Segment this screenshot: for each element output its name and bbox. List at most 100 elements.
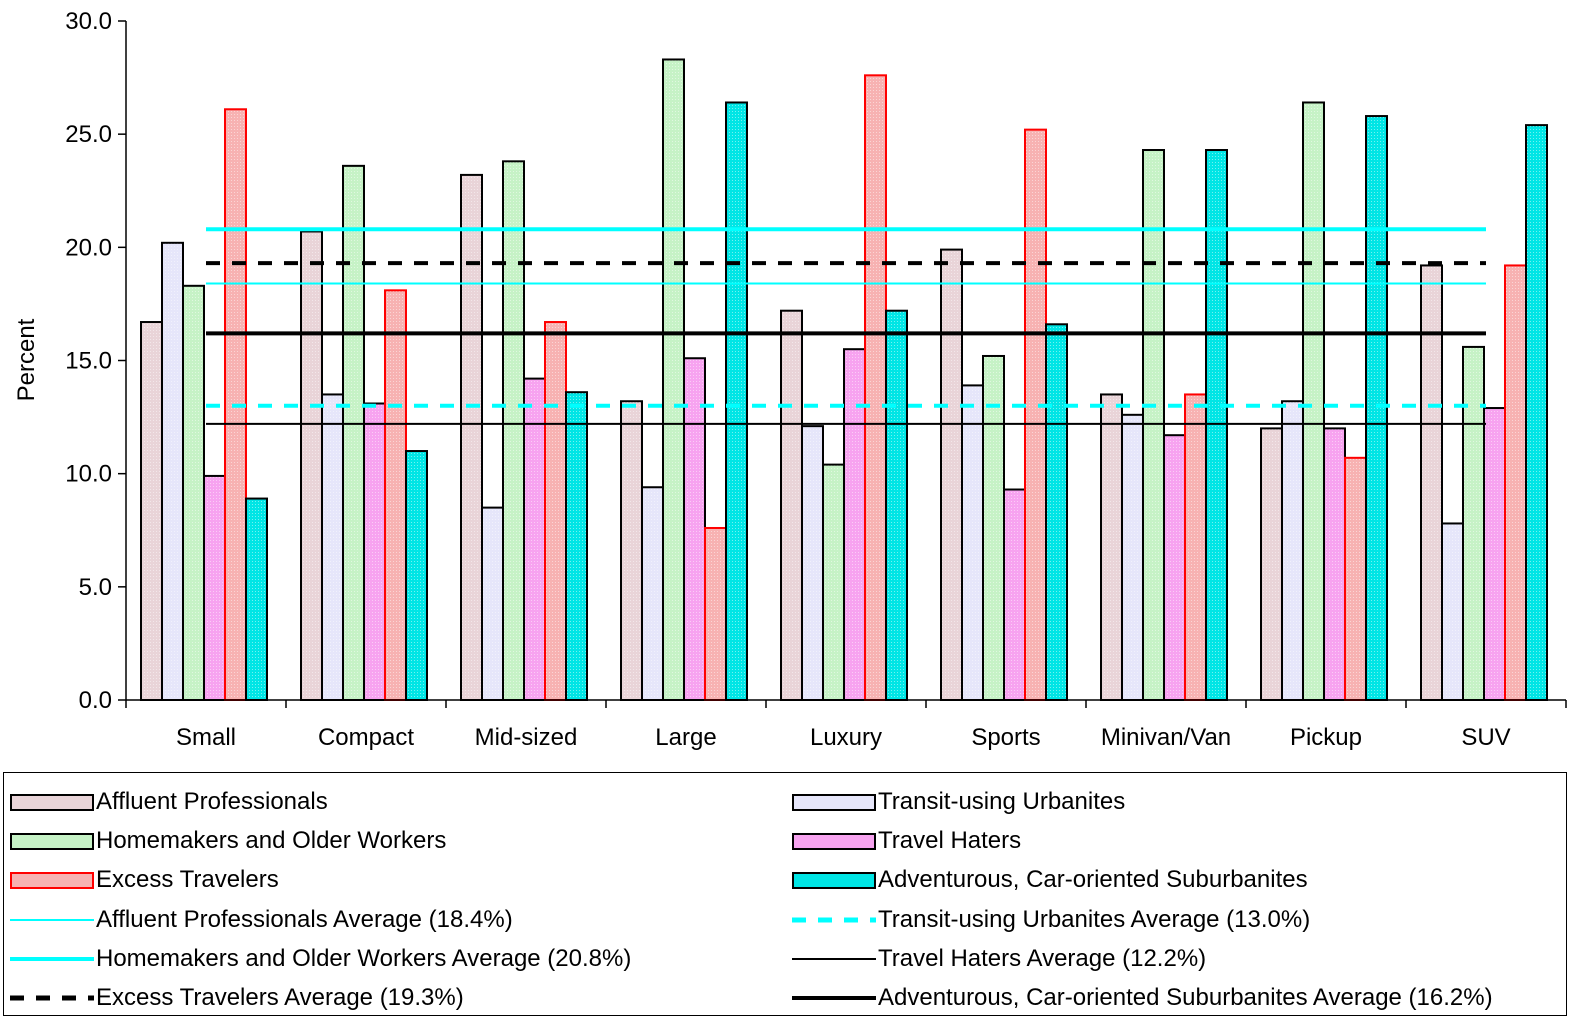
y-tick-label: 20.0 bbox=[65, 234, 112, 261]
bar bbox=[182, 284, 205, 701]
legend-item: Transit-using Urbanites Average (13.0%) bbox=[792, 905, 1310, 935]
legend-label: Transit-using Urbanites Average (13.0%) bbox=[878, 905, 1311, 933]
bar bbox=[885, 309, 908, 701]
bar bbox=[565, 391, 588, 701]
bar bbox=[801, 425, 824, 701]
legend-swatch bbox=[792, 869, 876, 891]
legend-label: Homemakers and Older Workers bbox=[96, 827, 447, 855]
legend-item: Transit-using Urbanites bbox=[792, 787, 1125, 817]
legend-label: Adventurous, Car-oriented Suburbanites bbox=[878, 866, 1308, 894]
x-tick-label: Mid-sized bbox=[475, 724, 578, 751]
bar bbox=[1045, 323, 1068, 701]
bar bbox=[704, 526, 727, 702]
bar-chart: 0.0 5.0 10.0 15.0 20.0 25.0 30.0 Small Compact Mi… bbox=[13, 8, 1567, 751]
bar bbox=[1260, 427, 1283, 701]
bar bbox=[940, 248, 963, 701]
legend-label: Homemakers and Older Workers Average (20… bbox=[96, 944, 632, 972]
legend: Affluent Professionals Transit-using Urba… bbox=[3, 772, 1567, 1016]
legend-item: Affluent Professionals bbox=[10, 787, 328, 817]
bar bbox=[725, 101, 748, 702]
y-tick-label: 0.0 bbox=[79, 687, 112, 714]
bar bbox=[544, 321, 567, 701]
legend-swatch bbox=[10, 909, 94, 931]
legend-item: Excess Travelers Average (19.3%) bbox=[10, 983, 464, 1013]
bar bbox=[982, 354, 1005, 701]
bar bbox=[1483, 407, 1506, 701]
x-tick-label: SUV bbox=[1461, 724, 1510, 751]
x-tick-label: Minivan/Van bbox=[1101, 724, 1231, 751]
legend-item: Travel Haters bbox=[792, 826, 1021, 856]
bar bbox=[1462, 345, 1485, 701]
legend-label: Affluent Professionals Average (18.4%) bbox=[96, 905, 513, 933]
bar bbox=[140, 321, 163, 701]
bar bbox=[620, 400, 643, 701]
bar bbox=[1142, 149, 1165, 701]
bar bbox=[1525, 124, 1548, 701]
legend-item: Affluent Professionals Average (18.4%) bbox=[10, 905, 513, 935]
x-tick-label: Sports bbox=[971, 724, 1040, 751]
legend-item: Travel Haters Average (12.2%) bbox=[792, 944, 1206, 974]
legend-swatch bbox=[10, 869, 94, 891]
bar bbox=[822, 463, 845, 702]
legend-swatch bbox=[792, 791, 876, 813]
legend-swatch bbox=[792, 830, 876, 852]
y-tick-label: 5.0 bbox=[79, 574, 112, 601]
bar bbox=[1323, 427, 1346, 701]
bar bbox=[662, 58, 685, 701]
legend-item: Homemakers and Older Workers Average (20… bbox=[10, 944, 631, 974]
legend-swatch bbox=[792, 987, 876, 1009]
legend-swatch bbox=[10, 987, 94, 1009]
x-tick-label: Luxury bbox=[810, 724, 882, 751]
legend-item: Homemakers and Older Workers bbox=[10, 826, 446, 856]
bar bbox=[1281, 400, 1304, 701]
legend-label: Excess Travelers Average (19.3%) bbox=[96, 984, 464, 1011]
legend-item: Adventurous, Car-oriented Suburbanites A… bbox=[792, 983, 1493, 1013]
bar bbox=[405, 450, 428, 701]
bar bbox=[780, 309, 803, 701]
bar bbox=[641, 486, 664, 701]
bar bbox=[1441, 522, 1464, 702]
x-tick-label: Small bbox=[176, 724, 236, 751]
bar bbox=[384, 289, 407, 701]
bar bbox=[502, 160, 525, 701]
bar bbox=[321, 393, 344, 701]
bar bbox=[1420, 264, 1443, 701]
bar bbox=[1205, 149, 1228, 701]
bar bbox=[1344, 456, 1367, 701]
legend-item: Adventurous, Car-oriented Suburbanites bbox=[792, 865, 1308, 895]
x-tick-label: Pickup bbox=[1290, 724, 1362, 751]
bar bbox=[460, 173, 483, 701]
legend-swatch bbox=[10, 791, 94, 813]
bar bbox=[1184, 393, 1207, 701]
x-tick-label: Compact bbox=[318, 724, 414, 751]
bar bbox=[683, 357, 706, 701]
y-tick-label: 15.0 bbox=[65, 348, 112, 375]
bar bbox=[1302, 101, 1325, 702]
bar bbox=[1024, 128, 1047, 701]
bar bbox=[1003, 488, 1026, 702]
legend-swatch bbox=[792, 909, 876, 931]
bar bbox=[961, 384, 984, 701]
y-tick-label: 30.0 bbox=[65, 8, 112, 35]
bar bbox=[864, 74, 887, 701]
legend-swatch bbox=[10, 830, 94, 852]
bar bbox=[1121, 413, 1144, 701]
bar bbox=[161, 241, 184, 701]
bar bbox=[363, 402, 386, 701]
bar bbox=[245, 497, 268, 701]
bar bbox=[523, 377, 546, 701]
legend-swatch bbox=[792, 948, 876, 970]
legend-label: Excess Travelers bbox=[96, 866, 279, 894]
legend-label: Travel Haters Average (12.2%) bbox=[878, 944, 1207, 972]
bar bbox=[1163, 434, 1186, 701]
legend-label: Travel Haters bbox=[878, 827, 1022, 855]
y-tick-label: 10.0 bbox=[65, 461, 112, 488]
legend-label: Adventurous, Car-oriented Suburbanites A… bbox=[878, 984, 1493, 1011]
bar bbox=[481, 506, 504, 701]
bar bbox=[342, 164, 365, 701]
legend-label: Transit-using Urbanites bbox=[878, 788, 1126, 815]
bar bbox=[843, 348, 866, 701]
legend-item: Excess Travelers bbox=[10, 865, 279, 895]
bar bbox=[300, 230, 323, 702]
bar bbox=[203, 474, 226, 701]
